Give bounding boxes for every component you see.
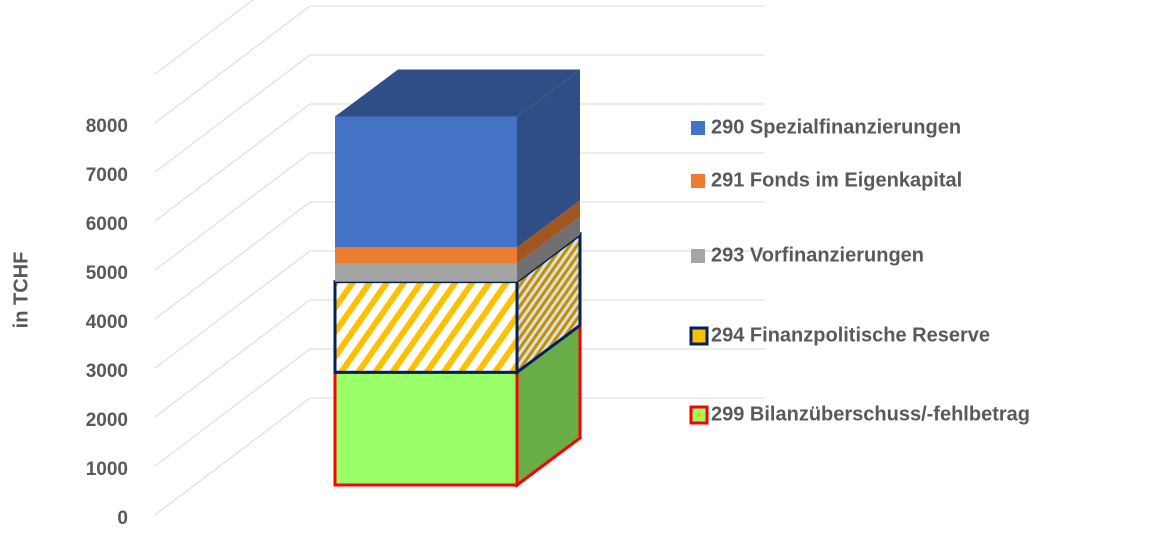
legend-marker bbox=[697, 334, 701, 338]
y-tick-label: 2000 bbox=[86, 410, 128, 431]
bar-side bbox=[517, 200, 580, 264]
legend-marker bbox=[697, 413, 701, 417]
y-tick-label: 5000 bbox=[86, 263, 128, 284]
grid-line bbox=[154, 103, 765, 222]
bar bbox=[333, 280, 519, 374]
y-tick-label: 8000 bbox=[86, 116, 128, 137]
legend-label: 299 Bilanzüberschuss/-fehlbetrag bbox=[711, 403, 1030, 425]
grid-line bbox=[154, 152, 765, 271]
grid-line bbox=[154, 348, 765, 467]
bar bbox=[335, 247, 517, 264]
legend-label: 293 Vorfinanzierungen bbox=[711, 244, 924, 266]
bar bbox=[335, 263, 517, 282]
grid-line bbox=[154, 299, 765, 418]
grid-line bbox=[154, 397, 765, 516]
grid-line bbox=[154, 54, 765, 173]
legend-marker bbox=[691, 121, 705, 135]
y-tick-label: 6000 bbox=[86, 214, 128, 235]
y-tick-label: 3000 bbox=[86, 361, 128, 382]
y-axis-label: in TCHF bbox=[10, 252, 32, 329]
grid-line bbox=[154, 5, 765, 124]
y-tick-label: 1000 bbox=[86, 459, 128, 480]
bar-top bbox=[335, 69, 580, 117]
legend-label: 294 Finanzpolitische Reserve bbox=[711, 324, 990, 346]
grid-line bbox=[154, 0, 254, 75]
legend-label: 291 Fonds im Eigenkapital bbox=[711, 169, 962, 191]
legend-label: 290 Spezialfinanzierungen bbox=[711, 116, 961, 138]
bar-side bbox=[517, 69, 580, 248]
y-tick-label: 4000 bbox=[86, 312, 128, 333]
y-tick-label: 0 bbox=[117, 508, 128, 529]
y-tick-label: 7000 bbox=[86, 165, 128, 186]
bar bbox=[335, 116, 517, 248]
bar-side bbox=[517, 216, 580, 282]
grid-line bbox=[154, 201, 765, 320]
bar bbox=[333, 370, 519, 487]
legend-marker bbox=[691, 249, 705, 263]
legend-marker bbox=[691, 174, 705, 188]
grid-line bbox=[154, 250, 765, 369]
